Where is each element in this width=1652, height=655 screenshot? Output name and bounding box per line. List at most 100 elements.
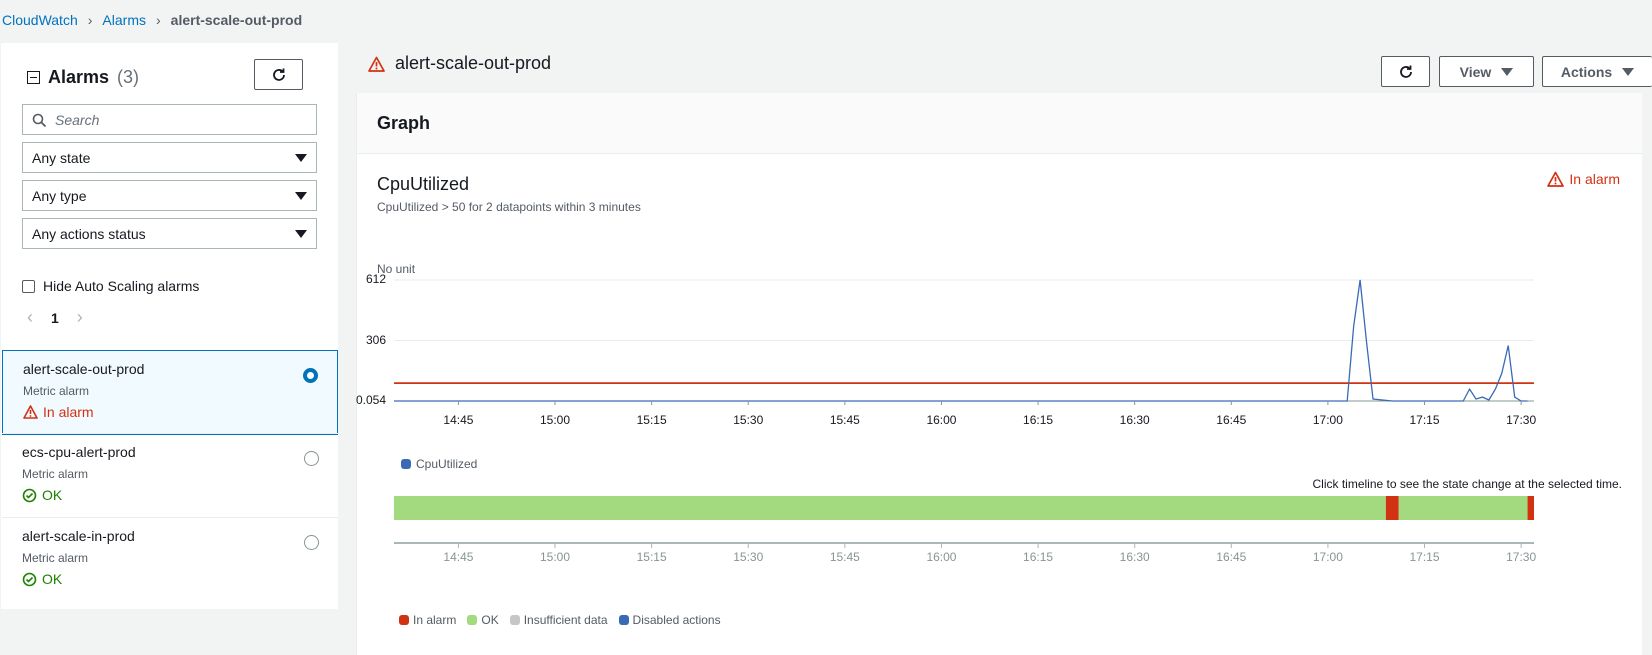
alarm-type: Metric alarm <box>22 551 89 565</box>
search-input[interactable]: Search <box>22 104 317 135</box>
refresh-icon <box>1399 65 1412 78</box>
ok-swatch <box>467 615 478 625</box>
alarm-name: alert-scale-out-prod <box>23 361 145 377</box>
page-number[interactable]: 1 <box>51 309 59 326</box>
graph-panel-header: Graph <box>357 93 1642 154</box>
view-dropdown-button[interactable]: View <box>1439 56 1534 87</box>
timeline-tick-label: 16:15 <box>1023 550 1054 564</box>
alarm-list-item[interactable]: alert-scale-out-prod Metric alarm In ala… <box>2 350 338 435</box>
page-title: alert-scale-out-prod <box>368 53 551 74</box>
chevron-right-icon[interactable]: › <box>76 307 83 327</box>
refresh-icon <box>272 68 285 81</box>
y-axis-unit: No unit <box>377 262 416 276</box>
timeline-tick-label: 17:00 <box>1312 550 1343 564</box>
alarm-state-tag-text: In alarm <box>1569 171 1620 187</box>
legend-ok: OK <box>481 613 499 627</box>
check-circle-icon <box>22 488 37 502</box>
view-label: View <box>1459 63 1492 80</box>
type-filter-select[interactable]: Any type <box>22 180 317 211</box>
alarm-type: Metric alarm <box>23 384 90 398</box>
x-tick-label: 17:30 <box>1506 413 1537 427</box>
timeline-segment <box>1527 496 1534 520</box>
actions-filter-select[interactable]: Any actions status <box>22 218 317 249</box>
breadcrumb-current: alert-scale-out-prod <box>170 12 303 28</box>
caret-down-icon <box>1501 67 1514 76</box>
alarm-condition: CpuUtilized > 50 for 2 datapoints within… <box>377 200 641 214</box>
alarms-sidebar: Alarms (3) Search Any state Any type Any… <box>1 43 338 609</box>
alarm-name: alert-scale-in-prod <box>22 528 135 544</box>
timeline-tick-label: 15:30 <box>733 550 764 564</box>
x-tick-label: 15:15 <box>636 413 667 427</box>
caret-down-icon <box>295 230 307 238</box>
timeline-tick-label: 16:45 <box>1216 550 1247 564</box>
caret-down-icon <box>295 154 307 162</box>
timeline-tick-label: 15:15 <box>636 550 667 564</box>
caret-down-icon <box>1622 67 1635 76</box>
hide-autoscaling-checkbox[interactable] <box>22 279 35 293</box>
breadcrumb-cloudwatch-link[interactable]: CloudWatch <box>2 12 78 28</box>
chevron-right-icon: › <box>87 12 93 28</box>
legend-in-alarm: In alarm <box>413 613 457 627</box>
timeline-tick-label: 15:00 <box>540 550 571 564</box>
state-legend: In alarm OK Insufficient data Disabled a… <box>399 613 727 627</box>
sidebar-title: Alarms <box>48 67 110 87</box>
refresh-button[interactable] <box>1381 56 1430 87</box>
collapse-icon[interactable] <box>27 71 40 84</box>
alarm-state-text: OK <box>42 487 63 503</box>
series-legend-label: CpuUtilized <box>416 457 478 471</box>
x-tick-label: 16:00 <box>926 413 957 427</box>
disabled-swatch <box>618 615 629 625</box>
timeline-tick-label: 16:00 <box>926 550 957 564</box>
alarm-radio[interactable] <box>304 535 319 550</box>
alarm-state: In alarm <box>23 404 317 420</box>
breadcrumb-alarms-link[interactable]: Alarms <box>102 12 146 28</box>
page-title-text: alert-scale-out-prod <box>395 53 552 73</box>
legend-insufficient: Insufficient data <box>523 613 608 627</box>
warning-icon <box>368 56 385 72</box>
x-tick-label: 15:00 <box>540 413 571 427</box>
check-circle-icon <box>22 572 37 586</box>
alarm-state-tag: In alarm <box>1547 171 1620 187</box>
actions-filter-value: Any actions status <box>32 225 146 242</box>
x-tick-label: 17:15 <box>1409 413 1440 427</box>
legend-disabled: Disabled actions <box>632 613 721 627</box>
warning-icon <box>23 405 38 419</box>
type-filter-value: Any type <box>32 187 87 204</box>
x-tick-label: 15:30 <box>733 413 764 427</box>
actions-dropdown-button[interactable]: Actions <box>1542 56 1652 87</box>
alarm-state: OK <box>22 487 318 503</box>
alarm-list-item[interactable]: ecs-cpu-alert-prod Metric alarm OK <box>2 433 338 518</box>
timeline-segment <box>1385 496 1399 520</box>
alarm-list-item[interactable]: alert-scale-in-prod Metric alarm OK <box>2 517 338 602</box>
x-tick-label: 14:45 <box>443 413 474 427</box>
y-tick-label: 0.054 <box>355 393 386 407</box>
state-filter-select[interactable]: Any state <box>22 142 317 173</box>
alarm-state: OK <box>22 571 318 587</box>
actions-label: Actions <box>1560 63 1613 80</box>
timeline-tick-label: 17:15 <box>1409 550 1440 564</box>
x-tick-label: 17:00 <box>1312 413 1343 427</box>
caret-down-icon <box>295 192 307 200</box>
alarm-swatch <box>399 615 409 625</box>
y-tick-label: 306 <box>365 332 386 347</box>
x-tick-label: 16:45 <box>1216 413 1247 427</box>
search-icon <box>32 113 47 128</box>
series-swatch <box>401 459 411 469</box>
x-tick-label: 15:45 <box>829 413 860 427</box>
alarm-state-text: OK <box>42 571 63 587</box>
alarm-radio[interactable] <box>303 368 318 383</box>
chevron-left-icon[interactable]: ‹ <box>27 307 33 327</box>
warning-icon <box>1547 171 1565 187</box>
breadcrumb: CloudWatch › Alarms › alert-scale-out-pr… <box>2 12 302 28</box>
insufficient-swatch <box>509 615 520 625</box>
sidebar-header: Alarms (3) <box>27 67 139 88</box>
alarm-radio[interactable] <box>304 451 319 466</box>
chevron-right-icon: › <box>155 12 161 28</box>
timeline-tick-label: 15:45 <box>829 550 860 564</box>
metric-title: CpuUtilized <box>377 174 470 194</box>
x-tick-label: 16:15 <box>1023 413 1054 427</box>
series-legend[interactable]: CpuUtilized <box>401 457 477 471</box>
hide-autoscaling-row: Hide Auto Scaling alarms <box>22 278 199 294</box>
sidebar-refresh-button[interactable] <box>254 59 303 90</box>
timeline-segment <box>1398 496 1528 520</box>
